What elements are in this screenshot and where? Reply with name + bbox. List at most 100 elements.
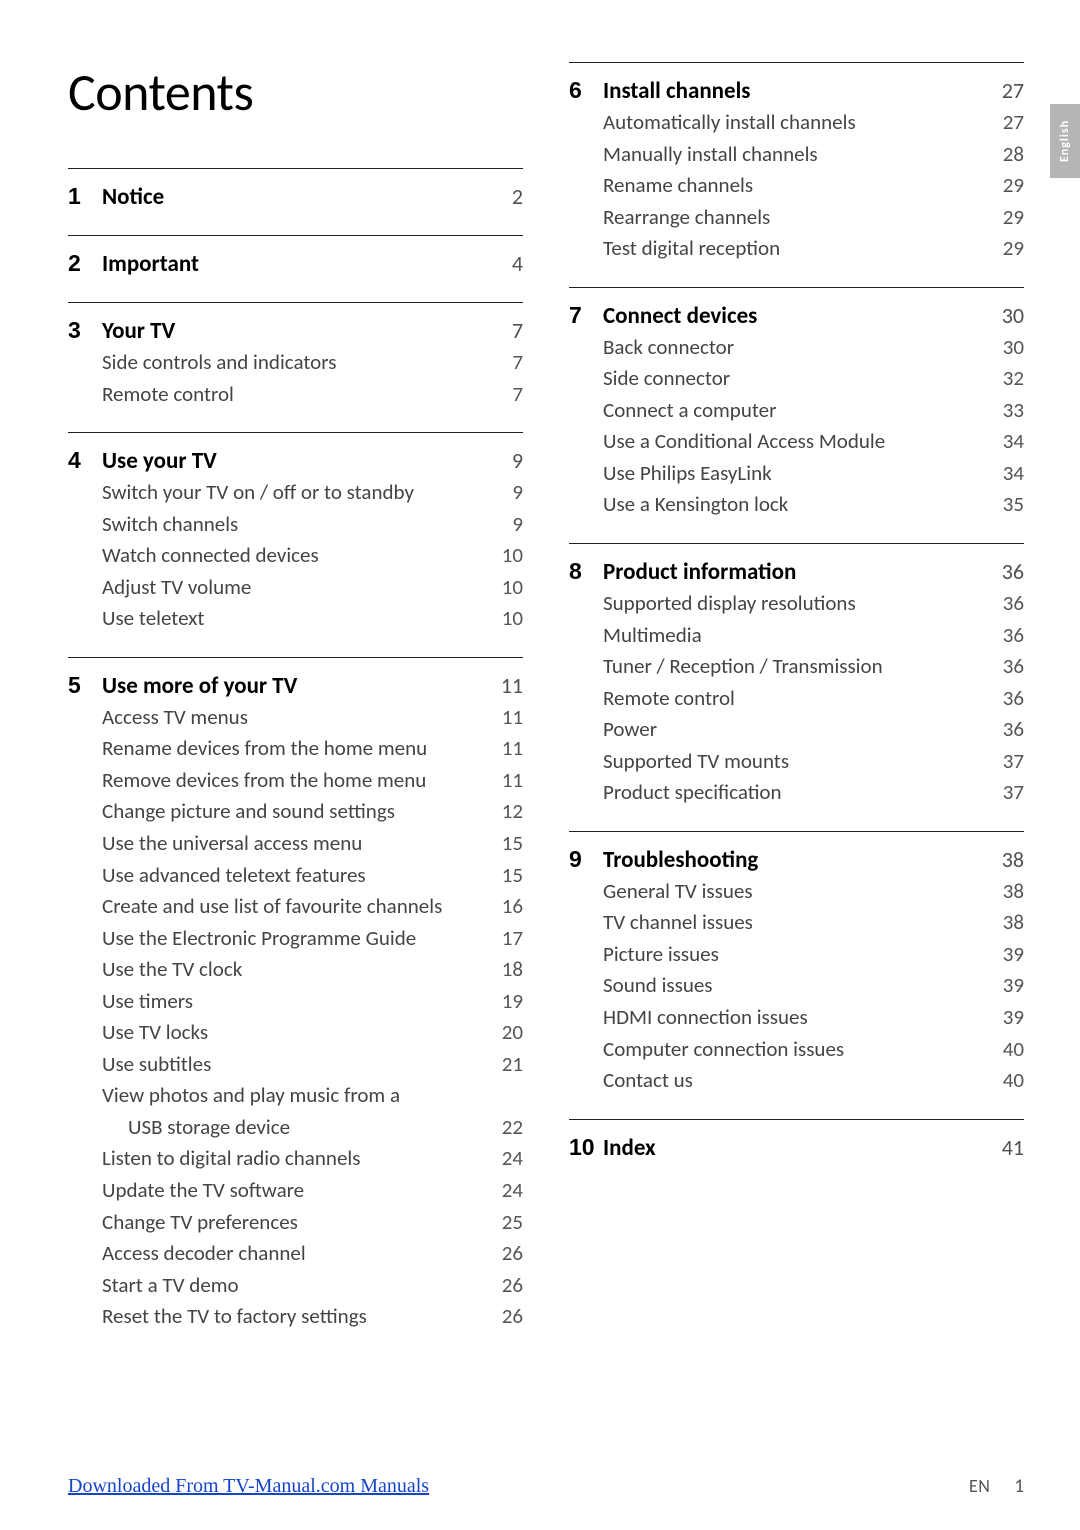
- toc-entry-page: 35: [984, 491, 1024, 517]
- toc-entry[interactable]: Manually install channels28: [569, 140, 1024, 169]
- toc-entry-page: 39: [984, 1004, 1024, 1030]
- toc-entry[interactable]: Sound issues39: [569, 971, 1024, 1000]
- toc-chapter-page: 11: [483, 672, 523, 699]
- toc-entry[interactable]: Back connector30: [569, 333, 1024, 362]
- toc-entry[interactable]: Use advanced teletext features15: [68, 861, 523, 890]
- toc-entry[interactable]: Multimedia36: [569, 621, 1024, 650]
- toc-entry[interactable]: Use the TV clock18: [68, 955, 523, 984]
- toc-entry-page: 38: [984, 878, 1024, 904]
- toc-entry[interactable]: Computer connection issues40: [569, 1035, 1024, 1064]
- toc-chapter-number: 5: [68, 672, 102, 699]
- toc-entry[interactable]: Reset the TV to factory settings26: [68, 1302, 523, 1331]
- toc-entry[interactable]: Use a Kensington lock35: [569, 490, 1024, 519]
- toc-entry[interactable]: HDMI connection issues39: [569, 1003, 1024, 1032]
- toc-chapter-title: Use more of your TV: [102, 672, 483, 700]
- toc-entry[interactable]: Rearrange channels29: [569, 203, 1024, 232]
- toc-chapter: 5Use more of your TV11Access TV menus11R…: [68, 657, 523, 1353]
- toc-chapter-title: Your TV: [102, 317, 483, 345]
- toc-entry[interactable]: USB storage device22: [68, 1113, 523, 1142]
- toc-entry[interactable]: Side connector32: [569, 364, 1024, 393]
- toc-entry[interactable]: Automatically install channels27: [569, 108, 1024, 137]
- toc-chapter-head[interactable]: 10Index41: [569, 1134, 1024, 1162]
- toc-chapter-head[interactable]: 7Connect devices30: [569, 302, 1024, 330]
- footer-source-link[interactable]: Downloaded From TV-Manual.com Manuals: [68, 1475, 429, 1498]
- toc-entry-text: Access TV menus: [102, 703, 483, 732]
- toc-entry[interactable]: Listen to digital radio channels24: [68, 1144, 523, 1173]
- toc-entry-page: 15: [483, 830, 523, 856]
- toc-entry[interactable]: Access TV menus11: [68, 703, 523, 732]
- toc-chapter: 10Index41: [569, 1119, 1024, 1184]
- toc-chapter-head[interactable]: 1Notice2: [68, 183, 523, 211]
- toc-entry-text: Back connector: [603, 333, 984, 362]
- toc-entry[interactable]: General TV issues38: [569, 877, 1024, 906]
- toc-entry-page: 19: [483, 988, 523, 1014]
- toc-entry-text: HDMI connection issues: [603, 1003, 984, 1032]
- toc-entry-text: Manually install channels: [603, 140, 984, 169]
- toc-entry[interactable]: TV channel issues38: [569, 908, 1024, 937]
- toc-entry-page: 7: [483, 381, 523, 407]
- toc-chapter-head[interactable]: 8Product information36: [569, 558, 1024, 586]
- toc-entry[interactable]: Adjust TV volume10: [68, 573, 523, 602]
- toc-entry[interactable]: Update the TV software24: [68, 1176, 523, 1205]
- toc-entry[interactable]: Switch your TV on / off or to standby9: [68, 478, 523, 507]
- toc-entry-page: 9: [483, 511, 523, 537]
- toc-chapter-title: Install channels: [603, 77, 984, 105]
- toc-entry[interactable]: Tuner / Reception / Transmission36: [569, 652, 1024, 681]
- toc-entry[interactable]: Watch connected devices10: [68, 541, 523, 570]
- toc-chapter-head[interactable]: 2Important4: [68, 250, 523, 278]
- toc-entry[interactable]: Test digital reception29: [569, 234, 1024, 263]
- toc-entry[interactable]: Contact us40: [569, 1066, 1024, 1095]
- toc-entry[interactable]: Connect a computer33: [569, 396, 1024, 425]
- toc-entry[interactable]: Picture issues39: [569, 940, 1024, 969]
- toc-entry[interactable]: Remove devices from the home menu11: [68, 766, 523, 795]
- toc-chapter-head[interactable]: 3Your TV7: [68, 317, 523, 345]
- left-column: Contents 1Notice22Important43Your TV7Sid…: [68, 60, 523, 1445]
- footer-right-group: EN 1: [969, 1475, 1024, 1498]
- toc-entry-page: 33: [984, 397, 1024, 423]
- toc-entry[interactable]: Use the Electronic Programme Guide17: [68, 924, 523, 953]
- toc-entry-text: Computer connection issues: [603, 1035, 984, 1064]
- toc-entry[interactable]: Power36: [569, 715, 1024, 744]
- toc-entry[interactable]: Rename devices from the home menu11: [68, 734, 523, 763]
- toc-entry-text: Multimedia: [603, 621, 984, 650]
- toc-entry[interactable]: Use TV locks20: [68, 1018, 523, 1047]
- toc-entry[interactable]: Rename channels29: [569, 171, 1024, 200]
- toc-entry-text: Update the TV software: [102, 1176, 483, 1205]
- toc-entry[interactable]: Use Philips EasyLink34: [569, 459, 1024, 488]
- toc-entry[interactable]: View photos and play music from a: [68, 1081, 523, 1110]
- toc-entry-page: 15: [483, 862, 523, 888]
- toc-entry[interactable]: Use teletext10: [68, 604, 523, 633]
- toc-entry[interactable]: Supported TV mounts37: [569, 747, 1024, 776]
- toc-entry[interactable]: Remote control36: [569, 684, 1024, 713]
- toc-entry[interactable]: Change TV preferences25: [68, 1208, 523, 1237]
- toc-entry-text: Product specification: [603, 778, 984, 807]
- toc-chapter-head[interactable]: 4Use your TV9: [68, 447, 523, 475]
- toc-entry-text: Rename channels: [603, 171, 984, 200]
- toc-entry[interactable]: Use a Conditional Access Module34: [569, 427, 1024, 456]
- toc-entry-page: 26: [483, 1303, 523, 1329]
- toc-chapter-page: 4: [483, 250, 523, 277]
- toc-entry[interactable]: Access decoder channel26: [68, 1239, 523, 1268]
- toc-entry[interactable]: Use the universal access menu15: [68, 829, 523, 858]
- toc-chapter: 7Connect devices30 Back connector30Side c…: [569, 287, 1024, 541]
- toc-entry[interactable]: Supported display resolutions36: [569, 589, 1024, 618]
- toc-entry[interactable]: Remote control7: [68, 380, 523, 409]
- toc-entry[interactable]: Change picture and sound settings12: [68, 797, 523, 826]
- toc-entry[interactable]: Product specification37: [569, 778, 1024, 807]
- toc-chapter-title: Troubleshooting: [603, 846, 984, 874]
- toc-entry-text: Supported display resolutions: [603, 589, 984, 618]
- toc-entry[interactable]: Use subtitles21: [68, 1050, 523, 1079]
- toc-entry[interactable]: Use timers19: [68, 987, 523, 1016]
- toc-entry-page: 29: [984, 204, 1024, 230]
- toc-chapter-head[interactable]: 9Troubleshooting38: [569, 846, 1024, 874]
- toc-chapter-head[interactable]: 6Install channels27: [569, 77, 1024, 105]
- toc-entry[interactable]: Start a TV demo26: [68, 1271, 523, 1300]
- toc-entry[interactable]: Side controls and indicators7: [68, 348, 523, 377]
- toc-chapter-head[interactable]: 5Use more of your TV11: [68, 672, 523, 700]
- toc-entry[interactable]: Switch channels9: [68, 510, 523, 539]
- toc-entry[interactable]: Create and use list of favourite channel…: [68, 892, 523, 921]
- toc-entry-text: Change picture and sound settings: [102, 797, 483, 826]
- toc-chapter: 2Important4: [68, 235, 523, 300]
- toc-chapter-page: 9: [483, 447, 523, 474]
- toc-chapter-page: 2: [483, 183, 523, 210]
